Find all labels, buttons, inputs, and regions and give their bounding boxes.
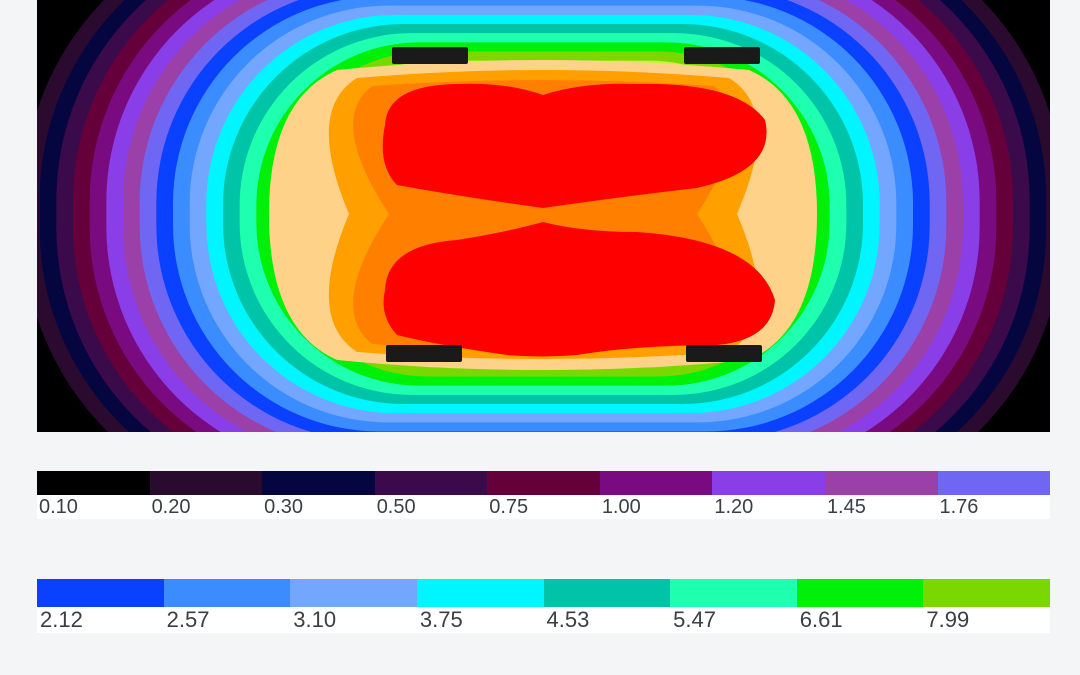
- legend-swatch: [937, 471, 1051, 495]
- legend-value-label: 6.61: [796, 607, 924, 633]
- legend-item: 6.61: [796, 579, 924, 633]
- legend-swatch: [163, 579, 291, 607]
- legend-value-label: 1.76: [937, 495, 1051, 519]
- legend-value-label: 4.53: [543, 607, 671, 633]
- legend-swatch: [712, 471, 825, 495]
- legend-item: 0.50: [374, 471, 488, 519]
- legend-item: 2.12: [37, 579, 164, 633]
- legend-swatch: [487, 471, 600, 495]
- legend-value-label: 0.30: [262, 495, 375, 519]
- legend-swatch: [37, 579, 164, 607]
- legend-value-label: 1.45: [824, 495, 938, 519]
- legend-swatch: [670, 579, 797, 607]
- legend-swatch: [149, 471, 263, 495]
- legend-swatch: [796, 579, 924, 607]
- legend-item: 5.47: [670, 579, 797, 633]
- luminaire-marker: [392, 47, 468, 64]
- legend-swatch: [374, 471, 488, 495]
- legend-value-label: 0.20: [149, 495, 263, 519]
- legend-swatch: [923, 579, 1050, 607]
- legend-swatch: [543, 579, 671, 607]
- legend-value-label: 3.75: [416, 607, 544, 633]
- luminaire-marker: [686, 345, 762, 362]
- legend-value-label: 1.20: [712, 495, 825, 519]
- legend-row-2: 2.12 2.57 3.10 3.75 4.53 5.47 6.61 7.99: [37, 579, 1050, 633]
- contour-band: [382, 83, 767, 208]
- legend-swatch: [599, 471, 713, 495]
- luminaire-marker: [386, 345, 462, 362]
- legend-value-label: 2.12: [37, 607, 164, 633]
- legend-item: 1.45: [824, 471, 938, 519]
- legend-item: 1.00: [599, 471, 713, 519]
- illuminance-contour-plot: [37, 0, 1050, 432]
- legend-item: 0.75: [487, 471, 600, 519]
- legend-item: 1.20: [712, 471, 825, 519]
- legend-swatch: [290, 579, 417, 607]
- legend-item: 0.30: [262, 471, 375, 519]
- legend-value-label: 2.57: [163, 607, 291, 633]
- legend-swatch: [824, 471, 938, 495]
- legend-value-label: 3.10: [290, 607, 417, 633]
- contour-canvas: [37, 0, 1050, 432]
- legend-row-1: 0.10 0.20 0.30 0.50 0.75 1.00 1.20 1.45 1.76: [37, 471, 1051, 519]
- legend-value-label: 1.00: [599, 495, 713, 519]
- legend-item: 1.76: [937, 471, 1051, 519]
- legend-value-label: 0.75: [487, 495, 600, 519]
- legend-swatch: [416, 579, 544, 607]
- legend-item: 0.20: [149, 471, 263, 519]
- legend-item: 7.99: [923, 579, 1050, 633]
- legend-item: 3.75: [416, 579, 544, 633]
- legend-value-label: 5.47: [670, 607, 797, 633]
- legend-item: 2.57: [163, 579, 291, 633]
- legend-swatch: [262, 471, 375, 495]
- luminaire-marker: [684, 47, 760, 64]
- legend-item: 3.10: [290, 579, 417, 633]
- legend-item: 4.53: [543, 579, 671, 633]
- legend-value-label: 7.99: [923, 607, 1050, 633]
- legend-value-label: 0.50: [374, 495, 488, 519]
- legend-item: 0.10: [37, 471, 150, 519]
- legend-value-label: 0.10: [37, 495, 150, 519]
- contour-band: [383, 222, 775, 357]
- legend-swatch: [37, 471, 150, 495]
